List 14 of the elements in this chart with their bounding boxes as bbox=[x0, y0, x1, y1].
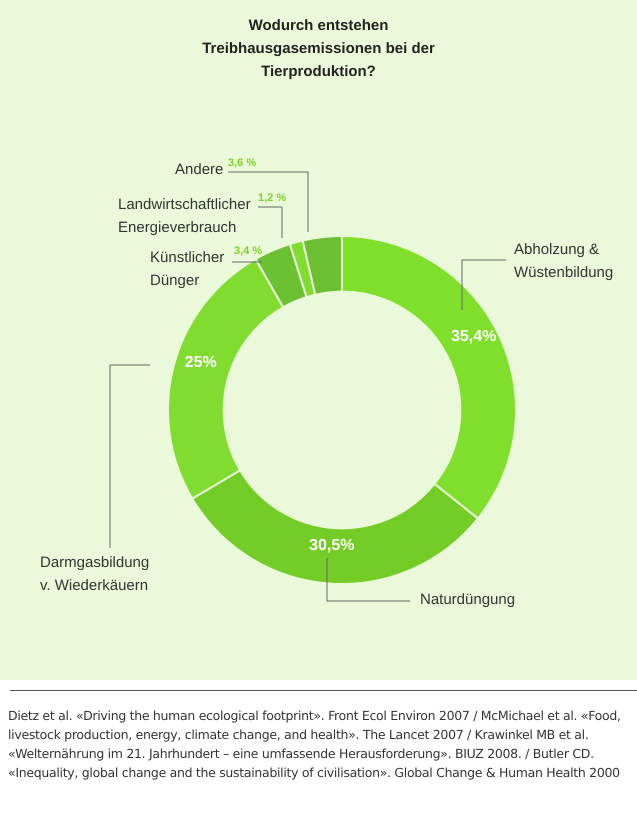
data-label: 30,5% bbox=[309, 537, 354, 554]
text: Dietz et al. «Driving the human ecological footprint». Front Ecol Environ 2007 / McMichael et al. «Food, livestock production, energy, climate change, and health». The Lancet 2007 / Krawinkel MB et al. «Welternährung im 21. Jahrhundert – eine umfassende Herausforderung». BIUZ 2008. / Butler CD. «Inequality, global change and the sustainability of civilisation». Global Change & Human Health 2000 bbox=[8, 707, 622, 782]
data-label: 25% bbox=[184, 354, 217, 372]
data-label: 3,4 % bbox=[234, 245, 262, 258]
slice-label: Abholzung & Wüstenbildung bbox=[514, 241, 614, 282]
slice-label: Landwirtschaftlicher Energieverbrauch bbox=[118, 196, 251, 236]
slice-label: Darmgasbildung v. Wiederkäuern bbox=[40, 554, 150, 594]
chart-title: Wodurch entstehen Treibhausgasemissionen bei der Tierproduktion? bbox=[201, 16, 436, 82]
slice-label: Andere bbox=[175, 161, 224, 178]
data-label: 3,6 % bbox=[228, 157, 256, 170]
slice-label: Naturdüngung bbox=[420, 591, 516, 608]
slice-label: Künstlicher Dünger bbox=[150, 249, 224, 290]
data-label: 35,4% bbox=[451, 328, 496, 346]
data-label: 1,2 % bbox=[258, 192, 286, 204]
